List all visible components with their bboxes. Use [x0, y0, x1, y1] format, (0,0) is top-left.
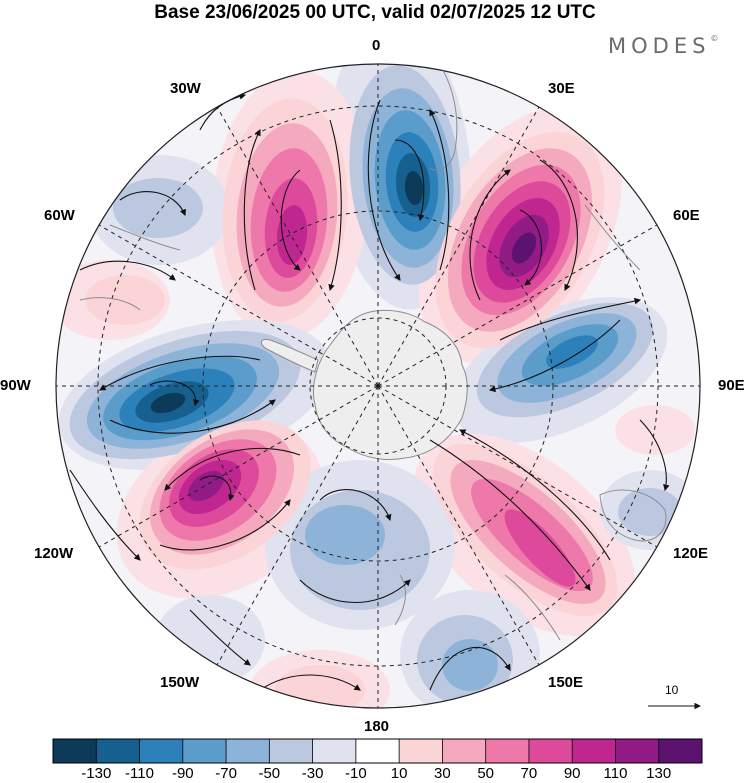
antarctic-peninsula [260, 339, 319, 373]
colorbar-swatch [226, 739, 270, 763]
colorbar-tick-label: -130 [81, 765, 112, 782]
colorbar-swatch [355, 739, 400, 763]
graticule [56, 64, 700, 708]
colorbar-swatch [399, 739, 443, 763]
colorbar-swatches [53, 739, 703, 763]
colorbar-tick-label: -50 [258, 765, 281, 782]
lon-label-90e: 90E [718, 377, 745, 394]
colorbar-swatch [572, 739, 616, 763]
lon-label-90w: 90W [0, 377, 31, 394]
lon-label-30e: 30E [548, 80, 575, 97]
colorbar-tick-label: -110 [125, 765, 154, 782]
colorbar-swatch [615, 739, 660, 763]
colorbar-swatch [658, 739, 703, 763]
antarctica-land [312, 309, 468, 461]
colorbar-swatch [442, 739, 487, 763]
modes-logo: MODES© [608, 34, 719, 58]
colorbar-tick-label: 130 [646, 765, 672, 782]
colorbar-tick-label: 90 [563, 765, 581, 782]
map-title: Base 23/06/2025 00 UTC, valid 02/07/2025… [154, 2, 596, 23]
lon-label-60w: 60W [44, 207, 75, 224]
colorbar-swatch [139, 739, 184, 763]
lon-label-60e: 60E [673, 207, 700, 224]
colorbar-tick-label: 70 [520, 765, 538, 782]
colorbar-tick-label: 10 [390, 765, 408, 782]
colorbar-swatch [269, 739, 313, 763]
colorbar-tick-label: 50 [477, 765, 495, 782]
coastlines [79, 64, 667, 641]
field-layer [56, 64, 700, 708]
colorbar-tick-label: -70 [215, 765, 237, 782]
lon-label-150e: 150E [548, 674, 584, 691]
colorbar-tick-label: -10 [345, 765, 367, 782]
colorbar-frame [52, 738, 703, 764]
lon-label-150w: 150W [160, 674, 200, 691]
colorbar-swatch [485, 739, 530, 763]
colorbar-tick-label: 110 [603, 765, 628, 782]
lon-label-180: 180 [364, 718, 390, 735]
reference-vector-label: 10 [665, 683, 679, 697]
colorbar-swatch [182, 739, 227, 763]
lon-label-30w: 30W [170, 80, 201, 97]
colorbar-swatch [312, 739, 357, 763]
colorbar-tick-label: -90 [171, 765, 194, 782]
colorbar-swatch [53, 739, 97, 763]
colorbar-tick-label: -30 [301, 765, 324, 782]
lon-label-120e: 120E [673, 545, 709, 562]
colorbar-swatch [96, 739, 140, 763]
lon-label-120w: 120W [34, 545, 74, 562]
colorbar-tick-label: 30 [434, 765, 451, 782]
colorbar-swatch [528, 739, 573, 763]
lon-label-0: 0 [372, 37, 381, 54]
